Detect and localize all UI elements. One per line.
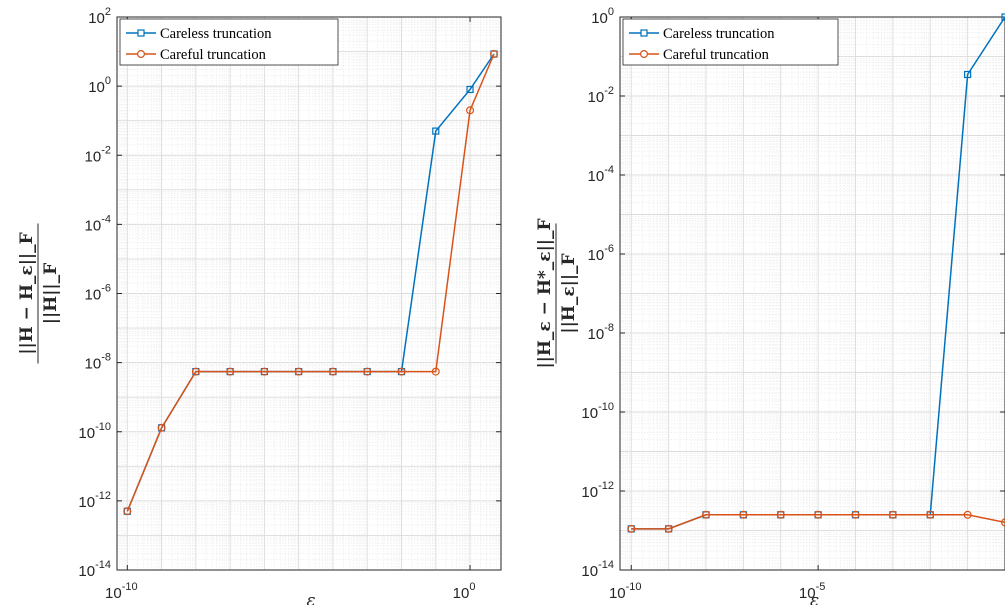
legend: Careless truncation Careful truncation: [622, 18, 839, 66]
y-tick-label: 10-4: [588, 164, 614, 185]
y-tick-label: 10-4: [85, 213, 111, 234]
y-label-numerator: ||H − H_ε||_F: [17, 232, 37, 354]
data-point-circle: [851, 510, 860, 519]
series-group: [627, 13, 1005, 533]
data-point-circle: [363, 367, 372, 376]
y-tick-label: 10-8: [588, 322, 614, 343]
y-tick-label: 10-10: [581, 401, 614, 422]
series-group: [123, 50, 499, 516]
y-axis-label: ||H_ε − H*_ε||_F ||H_ε||_F: [535, 218, 579, 368]
legend-marker-circle: [137, 49, 146, 58]
data-point-circle: [226, 367, 235, 376]
y-tick-label: 10-2: [588, 85, 614, 106]
data-point-circle: [431, 367, 440, 376]
data-point-circle: [739, 510, 748, 519]
data-point-circle: [123, 507, 132, 516]
data-point-circle: [926, 510, 935, 519]
grid: [620, 17, 1005, 570]
series-line-careful: [126, 53, 495, 512]
grid: [117, 17, 501, 570]
data-point-circle: [490, 50, 499, 59]
data-point-circle: [260, 367, 269, 376]
legend: Careless truncation Careful truncation: [119, 18, 339, 66]
left-chart: 10-1410-1210-1010-810-610-410-210010210-…: [17, 6, 502, 605]
legend-marker-circle: [639, 49, 648, 58]
y-tick-label: 10-12: [78, 490, 111, 511]
legend-label: Careful truncation: [160, 47, 267, 63]
data-point-circle: [191, 367, 200, 376]
y-tick-label: 10-14: [78, 559, 111, 580]
data-point-circle: [466, 106, 475, 115]
y-tick-labels: 10-14 10-12 10-10 10-8 10-6 10-4 10-2 100: [581, 6, 1005, 580]
y-label-denominator: ||H||_F: [41, 263, 61, 324]
data-point-circle: [963, 510, 972, 519]
y-tick-label: 10-12: [581, 480, 614, 501]
legend-label: Careful truncation: [663, 47, 770, 63]
y-tick-label: 10-10: [78, 421, 111, 442]
x-tick-label: 10-10: [105, 581, 138, 602]
x-tick-label: 100: [453, 581, 476, 602]
y-tick-label: 10-8: [85, 352, 111, 373]
y-tick-label: 10-2: [85, 144, 111, 165]
data-point-circle: [814, 510, 823, 519]
data-point-circle: [328, 367, 337, 376]
axes-box: [619, 16, 1005, 571]
y-axis-label: ||H − H_ε||_F ||H||_F: [17, 223, 61, 364]
y-tick-labels: 10-14 10-12 10-10 10-8 10-6 10-4 10-2 100 102: [78, 6, 501, 580]
y-tick-label: 100: [88, 75, 111, 96]
series-line-careful: [631, 514, 1005, 530]
data-point-square: [964, 70, 972, 79]
y-tick-label: 10-6: [588, 243, 614, 264]
x-tick-label: 10-10: [609, 581, 642, 602]
legend-label: Careless truncation: [663, 26, 775, 42]
legend-box: [622, 18, 839, 66]
data-point-circle: [627, 524, 636, 533]
data-point-circle: [294, 367, 303, 376]
data-point-circle: [702, 510, 711, 519]
legend-label: Careless truncation: [160, 26, 272, 42]
y-tick-label: 10-14: [581, 559, 614, 580]
data-point-circle: [664, 524, 673, 533]
y-tick-label: 100: [591, 6, 614, 27]
x-axis-label: ε: [810, 591, 819, 605]
data-point-circle: [397, 367, 406, 376]
y-tick-label: 102: [88, 6, 111, 27]
legend-marker-square: [137, 29, 145, 37]
data-point-square: [432, 127, 440, 135]
x-tick-labels: 10-10 10-5: [609, 17, 825, 602]
y-label-numerator: ||H_ε − H*_ε||_F: [535, 218, 555, 368]
data-point-square: [1001, 13, 1005, 21]
data-point-circle: [776, 510, 785, 519]
data-point-square: [466, 85, 474, 94]
data-point-circle: [888, 510, 897, 519]
data-point-circle: [157, 423, 166, 432]
y-label-denominator: ||H_ε||_F: [559, 253, 579, 333]
legend-box: [119, 18, 339, 66]
x-tick-labels: 10-10 100: [105, 17, 475, 602]
x-tick-label: 10-5: [799, 581, 825, 602]
x-axis-label: ε: [306, 591, 315, 605]
legend-marker-square: [640, 29, 648, 37]
y-tick-label: 10-6: [85, 283, 111, 304]
